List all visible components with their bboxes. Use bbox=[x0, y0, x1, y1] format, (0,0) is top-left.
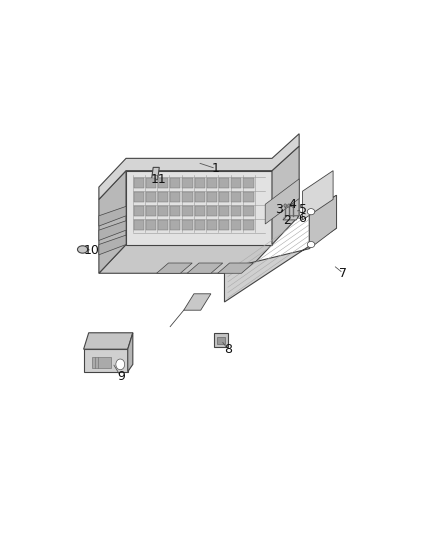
Circle shape bbox=[291, 204, 294, 207]
Text: 4: 4 bbox=[289, 198, 296, 211]
Polygon shape bbox=[170, 206, 180, 216]
Bar bbox=[92, 357, 111, 368]
Polygon shape bbox=[182, 206, 193, 216]
Polygon shape bbox=[146, 220, 156, 230]
Polygon shape bbox=[134, 177, 144, 188]
Polygon shape bbox=[231, 177, 241, 188]
Polygon shape bbox=[265, 179, 299, 224]
Text: 10: 10 bbox=[84, 244, 100, 257]
Polygon shape bbox=[134, 206, 144, 216]
Polygon shape bbox=[244, 220, 254, 230]
Polygon shape bbox=[182, 220, 193, 230]
Text: 2: 2 bbox=[283, 214, 291, 227]
Polygon shape bbox=[231, 191, 241, 202]
Text: 11: 11 bbox=[150, 173, 166, 186]
Ellipse shape bbox=[307, 208, 315, 215]
Polygon shape bbox=[182, 177, 193, 188]
Polygon shape bbox=[207, 206, 217, 216]
Ellipse shape bbox=[78, 246, 88, 253]
Text: 3: 3 bbox=[275, 203, 283, 216]
Polygon shape bbox=[99, 221, 126, 240]
Polygon shape bbox=[126, 171, 272, 245]
Polygon shape bbox=[158, 206, 168, 216]
Polygon shape bbox=[152, 167, 159, 180]
Polygon shape bbox=[134, 191, 144, 202]
Text: 8: 8 bbox=[224, 343, 232, 356]
Polygon shape bbox=[207, 191, 217, 202]
Polygon shape bbox=[207, 177, 217, 188]
Polygon shape bbox=[182, 191, 193, 202]
Text: 6: 6 bbox=[299, 212, 307, 225]
Polygon shape bbox=[231, 206, 241, 216]
Polygon shape bbox=[99, 245, 272, 273]
Polygon shape bbox=[156, 263, 192, 273]
Polygon shape bbox=[231, 220, 241, 230]
Polygon shape bbox=[146, 177, 156, 188]
Polygon shape bbox=[194, 191, 205, 202]
Polygon shape bbox=[146, 191, 156, 202]
Polygon shape bbox=[244, 191, 254, 202]
Text: 1: 1 bbox=[212, 162, 220, 175]
Polygon shape bbox=[99, 134, 299, 199]
Polygon shape bbox=[194, 220, 205, 230]
Text: 5: 5 bbox=[299, 203, 307, 216]
Polygon shape bbox=[170, 177, 180, 188]
Circle shape bbox=[288, 204, 290, 207]
Polygon shape bbox=[272, 146, 299, 245]
Polygon shape bbox=[303, 171, 333, 220]
Polygon shape bbox=[134, 220, 144, 230]
Circle shape bbox=[284, 204, 286, 207]
Polygon shape bbox=[218, 263, 253, 273]
Polygon shape bbox=[128, 333, 133, 372]
Polygon shape bbox=[244, 177, 254, 188]
Polygon shape bbox=[283, 216, 298, 220]
Polygon shape bbox=[187, 263, 223, 273]
Polygon shape bbox=[219, 206, 229, 216]
Ellipse shape bbox=[307, 241, 315, 248]
Polygon shape bbox=[170, 191, 180, 202]
Bar bbox=[217, 337, 225, 344]
Polygon shape bbox=[84, 333, 133, 349]
Polygon shape bbox=[84, 349, 128, 372]
Polygon shape bbox=[158, 177, 168, 188]
Circle shape bbox=[116, 359, 125, 370]
Polygon shape bbox=[194, 177, 205, 188]
Polygon shape bbox=[309, 195, 336, 248]
Polygon shape bbox=[170, 220, 180, 230]
Polygon shape bbox=[207, 220, 217, 230]
Polygon shape bbox=[244, 206, 254, 216]
Polygon shape bbox=[146, 206, 156, 216]
Polygon shape bbox=[99, 235, 126, 255]
Polygon shape bbox=[219, 191, 229, 202]
Polygon shape bbox=[194, 206, 205, 216]
Polygon shape bbox=[158, 191, 168, 202]
Polygon shape bbox=[224, 195, 336, 302]
Text: 7: 7 bbox=[339, 267, 347, 280]
Polygon shape bbox=[99, 206, 126, 226]
Polygon shape bbox=[219, 220, 229, 230]
Polygon shape bbox=[184, 294, 211, 310]
Polygon shape bbox=[158, 220, 168, 230]
Polygon shape bbox=[219, 177, 229, 188]
Polygon shape bbox=[99, 171, 126, 273]
Polygon shape bbox=[214, 333, 228, 347]
Text: 9: 9 bbox=[117, 370, 125, 383]
